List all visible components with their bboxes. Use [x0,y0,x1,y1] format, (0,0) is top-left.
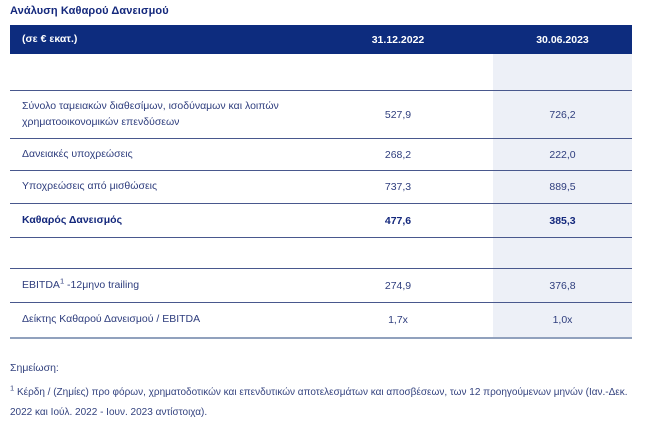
row-value-2022: 527,9 [384,108,412,121]
spacer-cell [303,238,493,268]
footnote-1-marker: 1 [10,383,15,393]
spacer-cell [493,54,632,90]
table-row-net-debt-ebitda-ratio: Δείκτης Καθαρού Δανεισμού / EBITDA 1,7x … [10,302,632,337]
table-row-cash: Σύνολο ταμειακών διαθεσίμων, ισοδύναμων … [10,90,632,138]
row-label: Καθαρός Δανεισμός [22,213,123,226]
page-title: Ανάλυση Καθαρού Δανεισμού [10,5,169,17]
row-value-2023: 726,2 [493,91,632,138]
row-value-2022: 477,6 [384,214,412,227]
spacer-cell [303,54,493,90]
table-row-loan-liabilities: Δανειακές υποχρεώσεις 268,2 222,0 [10,138,632,170]
table-spacer-row [10,54,632,90]
spacer-cell [10,54,303,90]
row-value-2023: 889,5 [493,171,632,203]
row-label: Σύνολο ταμειακών διαθεσίμων, ισοδύναμων … [22,100,279,128]
row-value-2022: 268,2 [384,148,412,161]
row-label: Δείκτης Καθαρού Δανεισμού / EBITDA [22,313,201,326]
row-value-2023: 222,0 [493,139,632,170]
footnote-1: 1 Κέρδη / (Ζημίες) προ φόρων, χρηματοδοτ… [10,383,646,423]
row-label: Υποχρεώσεις από μισθώσεις [22,180,158,193]
row-value-2022: 274,9 [384,279,412,292]
ebitda-label-prefix: EBITDA [22,278,60,291]
row-value-2023: 385,3 [493,204,632,237]
table-spacer-row [10,237,632,268]
table-header-row: (σε € εκατ.) 31.12.2022 30.06.2023 [10,25,632,54]
header-unit-label: (σε € εκατ.) [22,32,78,45]
table-row-net-debt: Καθαρός Δανεισμός 477,6 385,3 [10,203,632,237]
footnote-1-text: Κέρδη / (Ζημίες) προ φόρων, χρηματοδοτικ… [10,387,628,418]
row-label: Δανειακές υποχρεώσεις [22,147,133,160]
note-label: Σημείωση: [10,362,59,374]
footnote-ref-1: 1 [59,276,65,286]
table-row-ebitda: EBITDA1 -12μηνο trailing 274,9 376,8 [10,268,632,302]
spacer-cell [10,238,303,268]
header-col-2022: 31.12.2022 [371,33,425,46]
row-label: EBITDA1 -12μηνο trailing [10,269,303,302]
ebitda-label-suffix: -12μηνο trailing [64,278,140,291]
row-value-2023: 1,0x [493,303,632,337]
header-col-2023: 30.06.2023 [536,33,589,46]
net-debt-table: (σε € εκατ.) 31.12.2022 30.06.2023 Σύνολ… [10,25,632,339]
row-value-2022: 737,3 [384,181,412,193]
row-value-2022: 1,7x [388,314,408,326]
spacer-cell [493,238,632,268]
row-value-2023: 376,8 [493,269,632,302]
table-row-lease-liabilities: Υποχρεώσεις από μισθώσεις 737,3 889,5 [10,170,632,203]
